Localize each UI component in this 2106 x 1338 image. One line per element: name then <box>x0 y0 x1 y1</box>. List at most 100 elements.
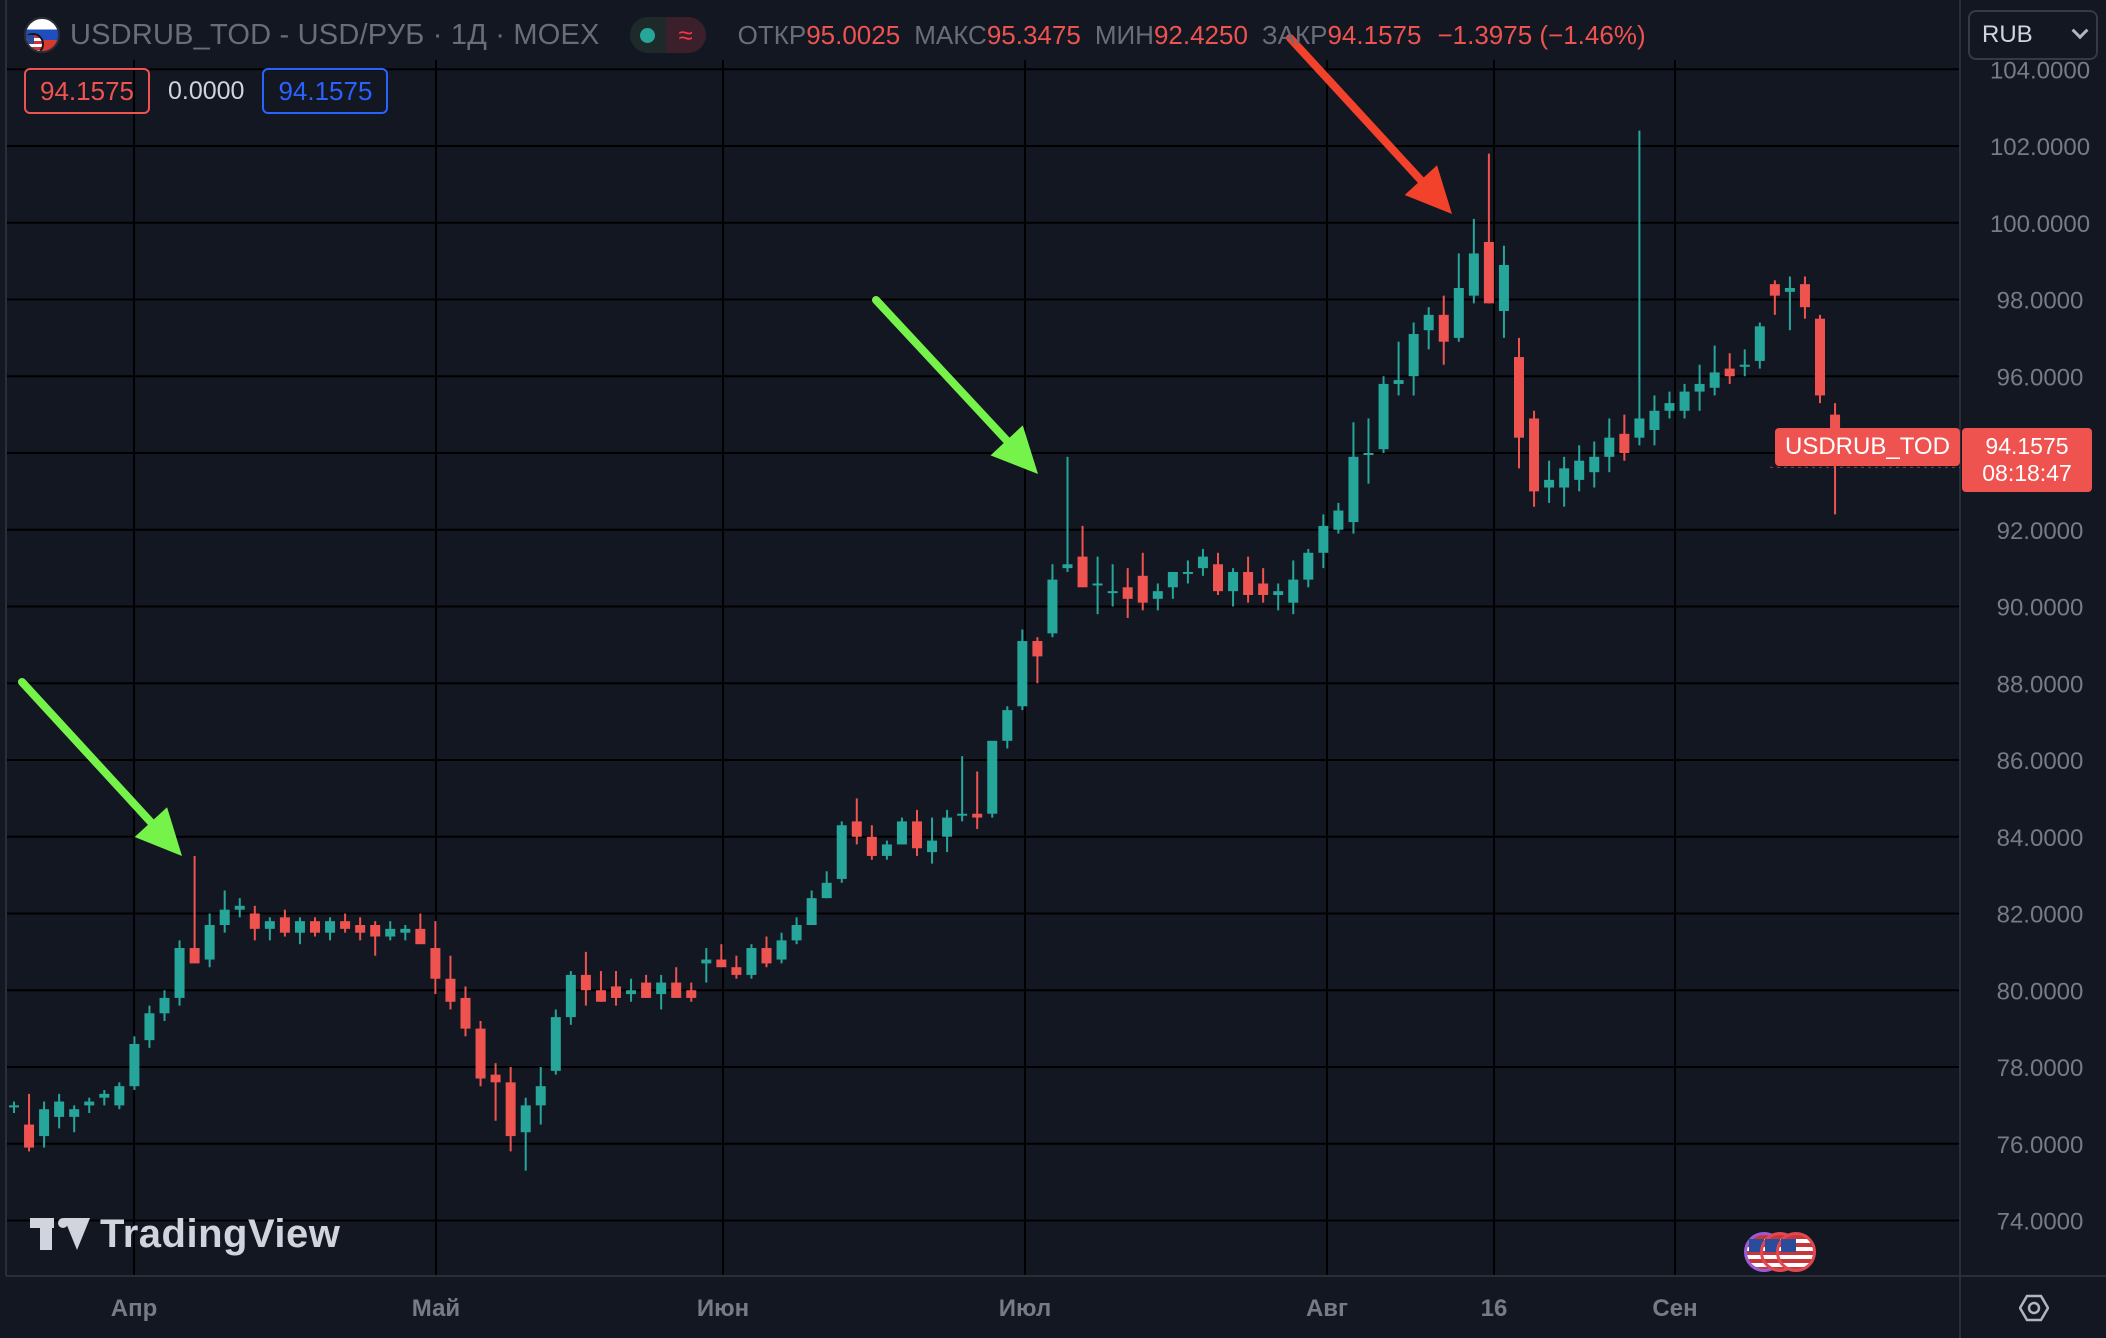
candle-body <box>1182 571 1193 574</box>
candle-body <box>475 1028 486 1079</box>
candle-body <box>1784 287 1795 292</box>
y-axis-tick-label: 86.0000 <box>1997 748 2084 775</box>
x-axis-tick-label: Апр <box>111 1295 158 1322</box>
candle-body <box>1408 334 1419 377</box>
last-price-label: 94.1575 08:18:47 <box>1962 428 2092 492</box>
candle-body <box>1498 264 1509 312</box>
x-axis-tick-label: Сен <box>1652 1295 1697 1322</box>
y-axis-tick-label: 78.0000 <box>1997 1055 2084 1082</box>
candle-body <box>791 925 802 941</box>
candle-body <box>520 1105 531 1133</box>
candle-body <box>716 959 727 968</box>
candle-body <box>881 844 892 856</box>
candle-body <box>1754 326 1765 361</box>
usd-rub-flag-icon <box>24 17 60 53</box>
candle-body <box>385 928 396 937</box>
candle-body <box>1077 556 1088 588</box>
ask-price-box[interactable]: 94.1575 <box>262 68 389 114</box>
open-label: ОТКР <box>737 19 807 50</box>
candle-body <box>279 917 290 933</box>
settings-icon[interactable] <box>2016 1290 2052 1326</box>
y-axis-tick-label: 88.0000 <box>1997 671 2084 698</box>
candle-body <box>1679 391 1690 411</box>
currency-select[interactable]: RUB <box>1968 10 2098 60</box>
candle-body <box>340 921 351 929</box>
candle-body <box>806 898 817 926</box>
candle-body <box>1107 591 1118 594</box>
market-open-dot-icon <box>630 17 666 53</box>
candle-body <box>1167 571 1178 588</box>
symbol-header: USDRUB_TOD - USD/РУБ · 1Д · MOEX ≈ ОТКР … <box>24 12 1646 58</box>
annotation-arrow-green-2-head <box>990 425 1038 474</box>
tradingview-logo[interactable]: TradingView <box>30 1212 340 1257</box>
candle-body <box>957 813 968 816</box>
candle-body <box>1393 380 1404 384</box>
x-axis-tick-label: Май <box>412 1295 460 1322</box>
x-axis-tick-label: Авг <box>1306 1295 1348 1322</box>
symbol-price-line-label: USDRUB_TOD <box>1775 428 1960 466</box>
candle-body <box>1423 314 1434 331</box>
chevron-down-icon <box>2071 22 2089 40</box>
candle-body <box>1213 564 1223 592</box>
candle-body <box>294 921 305 933</box>
economic-events-markers[interactable] <box>1744 1230 1834 1274</box>
candle-body <box>505 1082 516 1137</box>
candle-body <box>1243 571 1254 595</box>
candle-body <box>400 928 411 933</box>
candle-body <box>1769 284 1780 296</box>
candle-body <box>731 967 742 975</box>
candle-body <box>1709 372 1720 388</box>
candle-body <box>851 821 862 837</box>
high-value: 95.3475 <box>986 19 1081 50</box>
candle-body <box>1062 564 1073 569</box>
candle-body <box>686 990 697 998</box>
candle-body <box>1092 583 1103 586</box>
annotation-arrow-red-shaft <box>1286 34 1429 189</box>
candle-body <box>1604 437 1615 457</box>
candle-body <box>1378 383 1389 450</box>
candle-body <box>1574 460 1585 480</box>
candle-body <box>1017 641 1028 707</box>
candle-body <box>1483 241 1494 304</box>
candle-body <box>1544 479 1555 488</box>
candle-body <box>204 925 215 960</box>
candle-body <box>1288 579 1299 603</box>
candle-body <box>325 921 336 933</box>
candle-body <box>39 1109 50 1137</box>
candle-body <box>626 990 637 995</box>
tradingview-logo-icon <box>30 1216 92 1254</box>
bid-price-box[interactable]: 94.1575 <box>24 68 150 114</box>
candle-body <box>24 1124 35 1148</box>
candle-body <box>641 982 652 998</box>
candle-body <box>9 1105 19 1108</box>
candle-body <box>701 959 712 964</box>
candle-body <box>565 974 576 1018</box>
currency-select-value: RUB <box>1982 21 2033 48</box>
candle-body <box>1122 587 1133 599</box>
us-flag-event-icon[interactable] <box>1776 1232 1816 1272</box>
candle-body <box>159 997 170 1014</box>
candle-body <box>987 740 998 814</box>
y-axis-tick-label: 98.0000 <box>1997 288 2084 315</box>
market-status-pill[interactable]: ≈ <box>629 17 706 53</box>
candle-body <box>595 990 606 1002</box>
candle-body <box>1649 410 1660 430</box>
annotation-arrow-red-head <box>1404 165 1452 214</box>
symbol-title[interactable]: USDRUB_TOD - USD/РУБ · 1Д · MOEX <box>70 18 600 51</box>
spread-value: 0.0000 <box>167 76 245 105</box>
candle-body <box>1619 433 1630 453</box>
candle-body <box>490 1074 501 1083</box>
delayed-data-icon: ≈ <box>665 17 706 53</box>
candle-body <box>189 948 200 964</box>
candle-body <box>1453 287 1464 338</box>
candle-body <box>174 948 185 998</box>
indicator-legend: 94.1575 0.0000 94.1575 <box>24 68 389 114</box>
candle-body <box>1694 383 1705 392</box>
candle-body <box>1363 453 1374 455</box>
low-label: МИН <box>1094 19 1154 50</box>
candle-body <box>550 1017 561 1071</box>
candle-body <box>1634 418 1645 438</box>
candle-body <box>535 1086 546 1106</box>
